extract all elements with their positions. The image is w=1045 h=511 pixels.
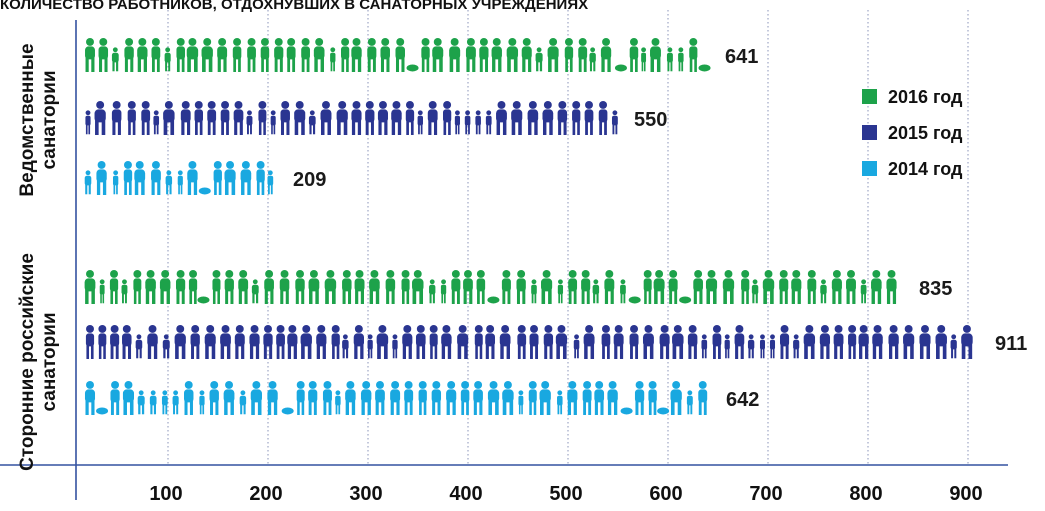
- legend-swatch: [862, 161, 877, 176]
- bar-1-0: [84, 270, 897, 304]
- x-tick-label: 100: [149, 483, 182, 505]
- x-tick-label: 600: [649, 483, 682, 505]
- data-label: 642: [726, 389, 759, 411]
- bar-0-0: [85, 38, 711, 72]
- bar-0-2: [84, 161, 274, 195]
- chart-title: КОЛИЧЕСТВО РАБОТНИКОВ, ОТДОХНУВШИХ В САН…: [0, 0, 588, 13]
- category-label: Ведомственныесанатории: [17, 43, 60, 196]
- data-label: 835: [919, 278, 952, 300]
- bar-1-1: [85, 325, 973, 359]
- category-label-text: Сторонние российскиесанатории: [17, 253, 60, 471]
- x-tick-label: 200: [249, 483, 282, 505]
- category-label-text: Ведомственныесанатории: [17, 43, 60, 196]
- data-label: 911: [995, 333, 1027, 355]
- axis-layer: 100 200 300 400 500 600 700 800 900 Ведомственные…: [0, 20, 1008, 505]
- legend-label: 2015 год: [888, 123, 963, 143]
- x-tick-label: 900: [949, 483, 982, 505]
- legend-swatch: [862, 89, 877, 104]
- x-tick-label: 400: [449, 483, 482, 505]
- legend-swatch: [862, 125, 877, 140]
- x-tick-label: 700: [749, 483, 782, 505]
- legend-label: 2014 год: [888, 159, 963, 179]
- x-tick-label: 300: [349, 483, 382, 505]
- legend-label: 2016 год: [888, 87, 963, 107]
- bar-0-1: [85, 101, 618, 135]
- x-tick-label: 800: [849, 483, 882, 505]
- category-label: Сторонние российскиесанатории: [17, 253, 60, 471]
- data-label: 641: [725, 46, 758, 68]
- legend: 2016 год 2015 год 2014 год: [862, 87, 963, 179]
- bar-1-2: [84, 381, 708, 415]
- marks-layer: [84, 38, 973, 415]
- data-label: 550: [634, 109, 667, 131]
- data-label: 209: [293, 169, 326, 191]
- labels-layer: 641 835 550 911 209 642: [293, 46, 1027, 411]
- x-tick-label: 500: [549, 483, 582, 505]
